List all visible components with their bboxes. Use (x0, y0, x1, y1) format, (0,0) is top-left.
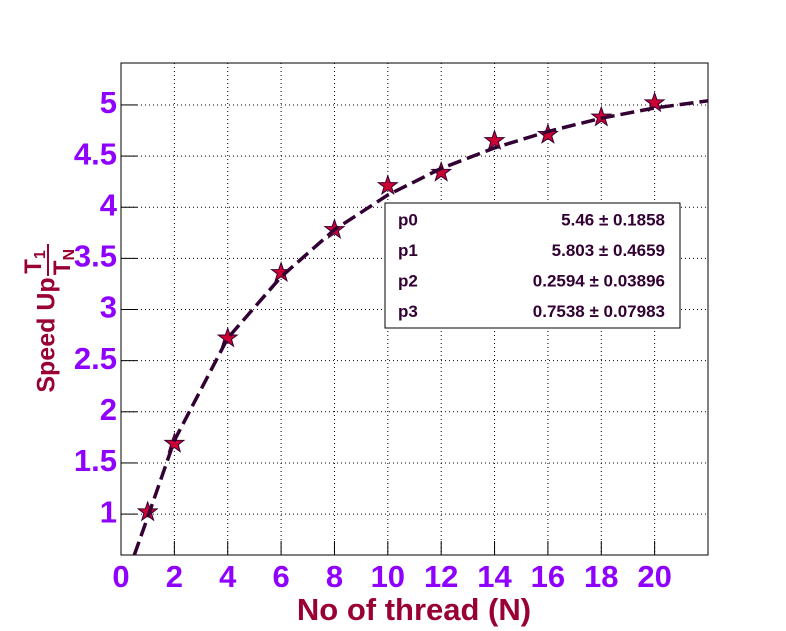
denominator: T (49, 260, 76, 275)
param-value: 0.2594 ± 0.03896 (533, 271, 665, 290)
data-point (163, 431, 186, 453)
x-tick-label: 6 (272, 559, 289, 594)
stats-box (384, 202, 681, 329)
y-tick-label: 3 (100, 290, 117, 325)
param-name: p0 (398, 210, 418, 229)
numerator-sub: 1 (32, 250, 49, 259)
y-tick-label: 5 (100, 85, 117, 120)
y-tick-label: 1.5 (74, 443, 117, 478)
y-axis-label: Speed Up T1 TN (20, 244, 78, 393)
data-point (430, 160, 453, 182)
y-tick-label: 2.5 (74, 341, 117, 376)
x-tick-label: 4 (219, 559, 237, 594)
data-point (483, 129, 506, 151)
data-point (643, 91, 666, 113)
param-name: p1 (398, 241, 418, 260)
x-tick-label: 14 (477, 559, 512, 594)
x-tick-label: 18 (584, 559, 618, 594)
y-tick-label: 2 (100, 392, 117, 427)
data-point (216, 326, 239, 348)
x-tick-label: 0 (112, 559, 129, 594)
y-label-denominator: TN (49, 249, 78, 275)
param-value: 5.803 ± 0.4659 (552, 241, 665, 260)
x-tick-label: 8 (326, 559, 343, 594)
fit-curve (132, 99, 709, 556)
x-tick-label: 10 (371, 559, 405, 594)
param-name: p3 (398, 302, 418, 321)
param-value: 0.7538 ± 0.07983 (533, 302, 665, 321)
denominator-sub: N (61, 249, 78, 261)
data-point (136, 500, 159, 522)
x-tick-label: 16 (531, 559, 565, 594)
y-label-numerator: T1 (20, 250, 49, 274)
plot-frame (120, 62, 709, 556)
y-tick-label: 4 (100, 187, 118, 222)
y-tick-label: 3.5 (74, 239, 117, 274)
param-name: p2 (398, 271, 418, 290)
x-axis-label: No of thread (N) (297, 592, 531, 627)
x-tick-label: 20 (637, 559, 671, 594)
x-tick-label: 12 (424, 559, 458, 594)
data-point (376, 174, 399, 196)
x-tick-label: 2 (166, 559, 183, 594)
numerator: T (20, 259, 47, 274)
data-point (590, 105, 613, 127)
y-label-text: Speed Up (33, 277, 61, 392)
param-value: 5.46 ± 0.1858 (561, 210, 665, 229)
y-tick-label: 1 (100, 494, 117, 529)
y-tick-label: 4.5 (74, 136, 117, 171)
